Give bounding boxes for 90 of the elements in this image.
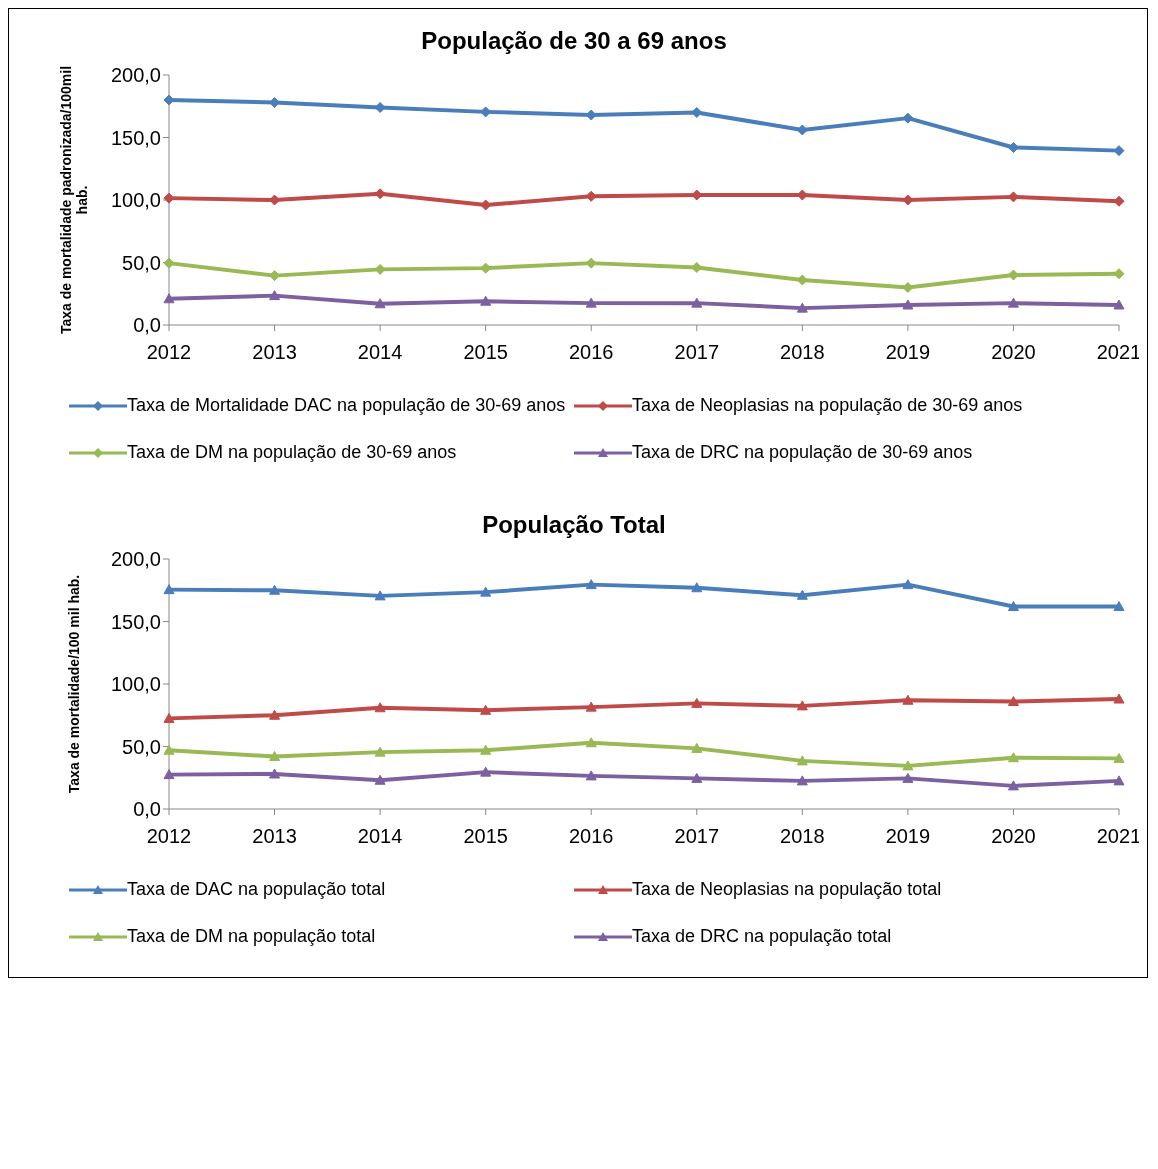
x-tick-label: 2016 [568, 825, 614, 848]
x-tick-label: 2019 [885, 341, 931, 364]
point [796, 775, 808, 786]
point [163, 744, 175, 755]
point [796, 755, 808, 766]
x-tick-label: 2012 [146, 341, 192, 364]
x-tick-label: 2015 [463, 341, 508, 364]
y-axis-title: Taxa de mortalidade padronizada/100mil hab. [58, 65, 90, 335]
y-tick-label: 100,0 [110, 673, 161, 696]
x-tick-label: 2017 [674, 341, 720, 364]
point [1113, 601, 1125, 611]
point [1007, 780, 1019, 791]
point [902, 694, 914, 705]
point [269, 290, 281, 301]
point [585, 579, 597, 590]
point [691, 742, 703, 753]
point [585, 770, 597, 781]
legend-label: Taxa de DRC na população total [632, 926, 892, 947]
point [691, 582, 703, 593]
x-tick-label: 2018 [780, 825, 825, 848]
point [902, 772, 914, 783]
point [374, 590, 386, 601]
point [796, 589, 808, 600]
point [691, 697, 703, 708]
y-tick-label: 100,0 [110, 189, 161, 212]
point [163, 584, 175, 595]
point [1113, 299, 1125, 310]
legend-label: Taxa de DRC na população de 30-69 anos [632, 442, 973, 463]
point [1113, 775, 1125, 786]
point [691, 772, 703, 783]
point [585, 737, 597, 748]
x-tick-label: 2014 [357, 341, 403, 364]
chart-title: População de 30 a 69 anos [420, 26, 728, 55]
point [1007, 297, 1019, 308]
point [796, 302, 808, 313]
point [691, 297, 703, 308]
x-tick-label: 2012 [146, 825, 192, 848]
y-tick-label: 50,0 [122, 251, 161, 274]
point [480, 704, 492, 715]
point [480, 744, 492, 755]
point [269, 709, 281, 720]
point [480, 766, 492, 777]
y-axis-title: Taxa de mortalidade/100 mil hab. [66, 574, 82, 794]
x-tick-label: 2015 [463, 825, 508, 848]
point [269, 584, 281, 595]
chart-title: População Total [481, 510, 667, 539]
point [480, 586, 492, 597]
x-tick-label: 2016 [568, 341, 614, 364]
x-tick-label: 2013 [252, 825, 297, 848]
x-tick-label: 2018 [780, 341, 825, 364]
point [796, 700, 808, 711]
x-tick-label: 2013 [252, 341, 297, 364]
x-tick-label: 2014 [357, 825, 403, 848]
point [1007, 752, 1019, 763]
point [902, 760, 914, 771]
point [374, 298, 386, 309]
point [374, 774, 386, 785]
point [902, 579, 914, 590]
x-tick-label: 2019 [885, 825, 931, 848]
x-tick-label: 2017 [674, 825, 720, 848]
legend-label: Taxa de Neoplasias na população de 30-69 anos [632, 395, 1023, 416]
point [585, 297, 597, 308]
y-tick-label: 50,0 [122, 735, 161, 758]
legend-label: Taxa de DAC na população total [127, 879, 386, 900]
point [1007, 601, 1019, 611]
y-tick-label: 150,0 [110, 610, 161, 633]
point [585, 701, 597, 712]
legend-label: Taxa de DM na população de 30-69 anos [127, 442, 457, 463]
y-tick-label: 200,0 [110, 64, 161, 87]
y-tick-label: 0,0 [133, 798, 161, 821]
point [269, 768, 281, 779]
point [1007, 696, 1019, 706]
legend-label: Taxa de DM na população total [127, 926, 376, 947]
point [374, 702, 386, 713]
point [902, 299, 914, 310]
y-tick-label: 200,0 [110, 548, 161, 571]
point [480, 295, 492, 306]
legend-label: Taxa de Neoplasias na população total [632, 879, 942, 900]
point [269, 751, 281, 761]
y-tick-label: 0,0 [133, 314, 161, 337]
point [1113, 693, 1125, 704]
point [163, 769, 175, 780]
point [374, 746, 386, 757]
point [163, 712, 175, 723]
x-tick-label: 2020 [991, 825, 1036, 848]
x-tick-label: 2020 [991, 341, 1036, 364]
y-tick-label: 150,0 [110, 126, 161, 149]
point [163, 293, 175, 304]
legend-label: Taxa de Mortalidade DAC na população de 30-69 anos [127, 395, 566, 416]
point [1113, 752, 1125, 763]
